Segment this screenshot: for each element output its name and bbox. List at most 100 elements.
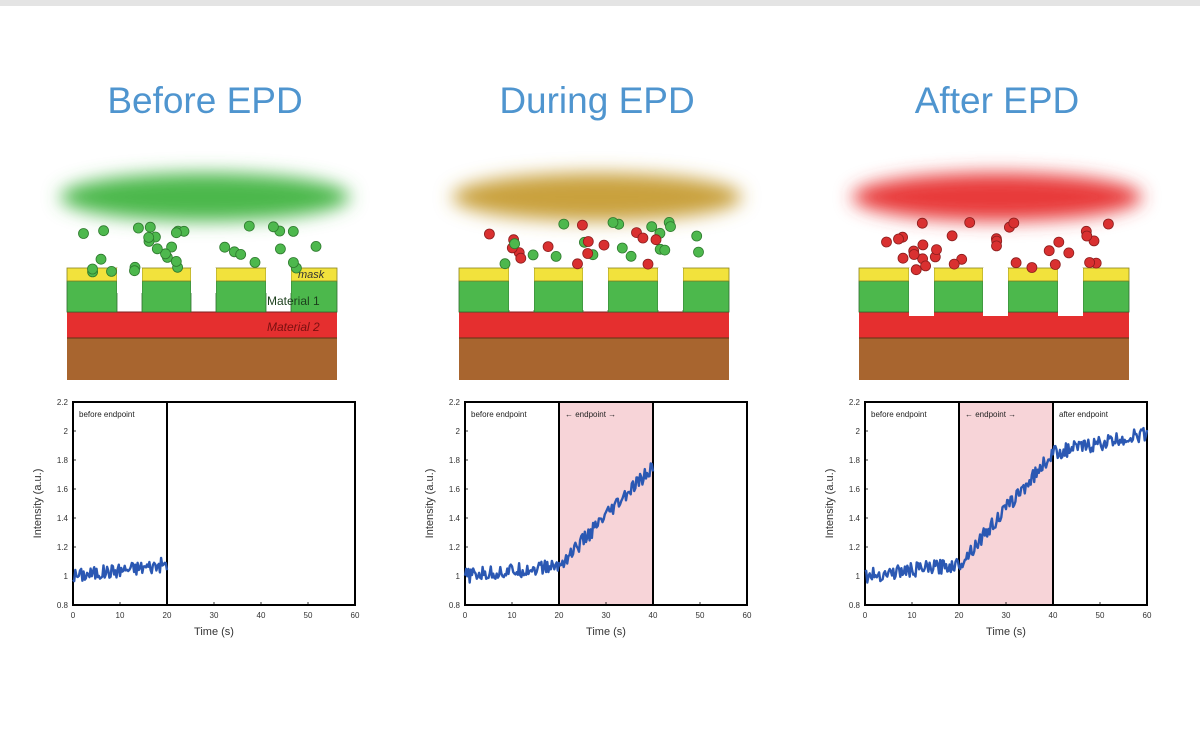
- region-label: before endpoint: [79, 410, 135, 419]
- y-tick-label: 1: [856, 572, 861, 581]
- x-tick-label: 30: [210, 611, 219, 620]
- plasma-glow: [452, 173, 742, 221]
- intensity-signal-line: [72, 556, 169, 583]
- x-tick-label: 50: [304, 611, 313, 620]
- particle-material-2: [916, 217, 928, 229]
- etch-process-diagram: mask Material 1 Material 2: [60, 173, 350, 380]
- particle-material-1: [132, 222, 144, 234]
- region-label: before endpoint: [871, 410, 927, 419]
- material-2-layer: [459, 312, 729, 338]
- x-tick-label: 20: [955, 611, 964, 620]
- particle-material-2: [910, 264, 922, 276]
- particle-material-1: [235, 248, 247, 260]
- particle-material-1: [691, 230, 703, 242]
- y-tick-label: 1.2: [57, 543, 69, 552]
- region-label: ← endpoint →: [965, 410, 1016, 419]
- x-tick-label: 0: [863, 611, 868, 620]
- y-tick-label: 1.6: [849, 485, 861, 494]
- particle-material-1: [274, 243, 286, 255]
- etched-trench: [983, 268, 1008, 316]
- particle-material-2: [1008, 217, 1020, 229]
- x-tick-label: 40: [649, 611, 658, 620]
- particle-material-1: [310, 240, 322, 252]
- y-tick-label: 2.2: [849, 398, 861, 407]
- particle-material-1: [509, 238, 520, 250]
- mask-segment: [607, 267, 659, 282]
- particle-material-1: [219, 241, 231, 253]
- endpoint-highlight: [559, 402, 653, 605]
- top-border: [0, 0, 1200, 6]
- y-tick-label: 0.8: [849, 601, 861, 610]
- particle-material-1: [151, 243, 163, 255]
- panel-title: Before EPD: [107, 80, 303, 121]
- y-tick-label: 2: [64, 427, 69, 436]
- particle-material-2: [948, 258, 960, 270]
- particle-material-2: [637, 232, 649, 244]
- particle-material-2: [897, 252, 909, 264]
- plasma-glow: [852, 173, 1142, 221]
- material-1-segment: [682, 280, 730, 313]
- y-tick-label: 2.2: [57, 398, 69, 407]
- y-tick-label: 2: [856, 427, 861, 436]
- particle-material-2: [1053, 236, 1065, 248]
- particle-material-2: [1081, 230, 1093, 242]
- material-1-segment: [933, 280, 984, 313]
- particle-material-1: [144, 221, 156, 233]
- particle-material-2: [1049, 259, 1061, 270]
- substrate-layer: [859, 338, 1129, 380]
- panel-graphic: mask Material 1 Material 2 0 10 20 30 40 50 60 0.…: [32, 173, 360, 638]
- y-tick-label: 1.8: [57, 456, 69, 465]
- x-tick-label: 10: [508, 611, 517, 620]
- substrate-layer: [459, 338, 729, 380]
- particle-material-1: [693, 246, 704, 258]
- intensity-chart: 0 10 20 30 40 50 60 0.8 1 1.2 1.4 1.6 1.8 2 2.2 Time (s…: [824, 398, 1152, 638]
- particle-material-2: [917, 239, 929, 251]
- particle-material-1: [659, 244, 671, 256]
- particle-material-1: [129, 265, 140, 277]
- etched-trench: [909, 268, 934, 316]
- particle-material-1: [78, 228, 89, 239]
- panel-before-epd: Before EPD mask Material 1 Material 2 0 10 2…: [5, 0, 405, 735]
- particle-material-1: [287, 225, 299, 237]
- x-tick-label: 40: [257, 611, 266, 620]
- mask-label: mask: [298, 269, 325, 281]
- particle-material-2: [1026, 262, 1038, 273]
- material-1-segment: [858, 280, 910, 313]
- particle-material-2: [931, 244, 942, 256]
- particle-material-1: [249, 256, 261, 268]
- y-tick-label: 1.2: [849, 543, 861, 552]
- x-tick-label: 30: [602, 611, 611, 620]
- particle-material-1: [287, 257, 299, 268]
- mask-segment: [533, 267, 584, 282]
- x-tick-label: 20: [163, 611, 172, 620]
- particle-material-2: [920, 260, 932, 272]
- particle-material-1: [499, 258, 511, 270]
- x-tick-label: 50: [696, 611, 705, 620]
- particle-material-2: [893, 233, 904, 245]
- particle-material-2: [642, 258, 654, 270]
- x-tick-label: 0: [71, 611, 76, 620]
- panel-after-epd: After EPD 0 10 20 30 40 50 60 0.8 1 1.2 1.4 1.6 1.8 2…: [797, 0, 1197, 735]
- particle-material-1: [665, 221, 676, 233]
- x-tick-label: 20: [555, 611, 564, 620]
- y-tick-label: 1.8: [449, 456, 461, 465]
- region-label: ← endpoint →: [565, 410, 616, 419]
- etched-trench: [583, 268, 608, 310]
- y-axis-label: Intensity (a.u.): [424, 469, 436, 539]
- particle-material-2: [598, 239, 610, 251]
- particle-material-2: [1102, 218, 1114, 230]
- y-tick-label: 1.6: [449, 485, 461, 494]
- particle-material-2: [946, 230, 958, 242]
- y-tick-label: 1.8: [849, 456, 861, 465]
- particle-material-2: [1043, 245, 1055, 257]
- particle-material-2: [991, 240, 1002, 252]
- panel-graphic: 0 10 20 30 40 50 60 0.8 1 1.2 1.4 1.6 1.8 2 2.2 Time (s…: [824, 173, 1152, 638]
- y-tick-label: 2.2: [449, 398, 461, 407]
- particle-material-2: [582, 236, 594, 247]
- material-1-segment: [215, 280, 267, 313]
- etched-trench-bottom: [983, 312, 1008, 316]
- particle-material-1: [267, 221, 279, 233]
- intensity-signal-line: [463, 462, 655, 584]
- etched-trench: [658, 268, 683, 310]
- x-tick-label: 60: [1143, 611, 1152, 620]
